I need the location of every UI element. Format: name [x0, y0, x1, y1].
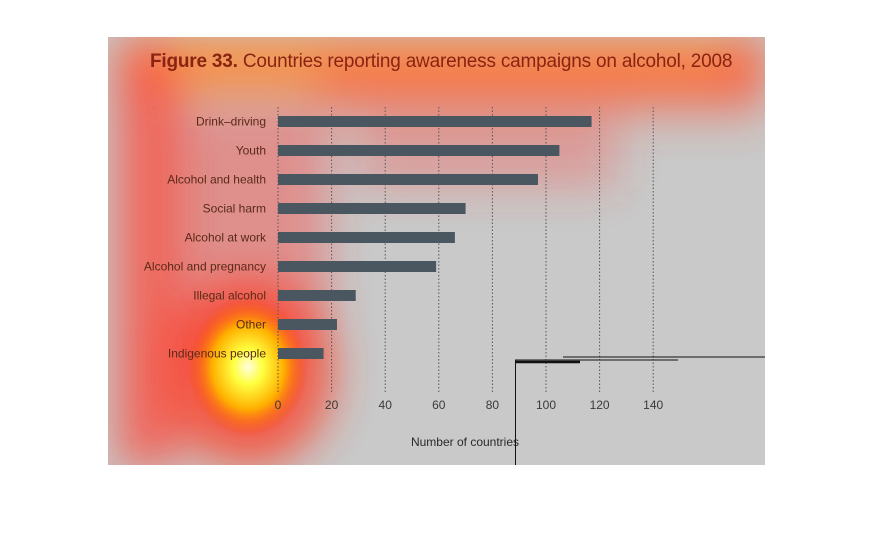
- category-label: Social harm: [203, 202, 266, 216]
- x-tick-label: 100: [536, 398, 556, 412]
- x-tick-labels: 0 20 40 60 80 100 120 140: [275, 398, 664, 412]
- category-label: Alcohol at work: [185, 231, 267, 245]
- bars: [278, 116, 592, 359]
- chart-title-text: Countries reporting awareness campaigns …: [237, 51, 733, 72]
- category-label: Illegal alcohol: [193, 289, 266, 303]
- overlay-lines: [515, 356, 765, 465]
- category-label: Youth: [236, 144, 266, 158]
- bar: [278, 348, 324, 359]
- bar-chart: Drink–driving Youth Alcohol and health Soci…: [144, 107, 664, 449]
- category-labels: Drink–driving Youth Alcohol and health Soci…: [144, 115, 267, 361]
- bar: [278, 290, 356, 301]
- bar: [278, 116, 592, 127]
- x-tick-label: 0: [275, 398, 282, 412]
- bar: [278, 261, 437, 272]
- figure-panel: Figure 33. Countries reporting awareness…: [108, 37, 765, 465]
- x-axis-title: Number of countries: [411, 435, 519, 449]
- x-tick-label: 60: [432, 398, 446, 412]
- chart-title: Figure 33. Countries reporting awareness…: [150, 51, 732, 73]
- bar: [278, 319, 337, 330]
- x-tick-label: 120: [590, 398, 610, 412]
- x-tick-label: 140: [643, 398, 663, 412]
- bar: [278, 203, 466, 214]
- category-label: Alcohol and pregnancy: [144, 260, 266, 274]
- bar: [278, 232, 455, 243]
- chart-title-prefix: Figure 33.: [150, 51, 238, 72]
- x-tick-label: 20: [325, 398, 339, 412]
- category-label: Alcohol and health: [167, 173, 266, 187]
- x-tick-label: 40: [379, 398, 393, 412]
- category-label: Indigenous people: [168, 347, 266, 361]
- x-tick-label: 80: [486, 398, 500, 412]
- bar: [278, 174, 538, 185]
- category-label: Drink–driving: [196, 115, 266, 129]
- bar: [278, 145, 560, 156]
- category-label: Other: [236, 318, 266, 332]
